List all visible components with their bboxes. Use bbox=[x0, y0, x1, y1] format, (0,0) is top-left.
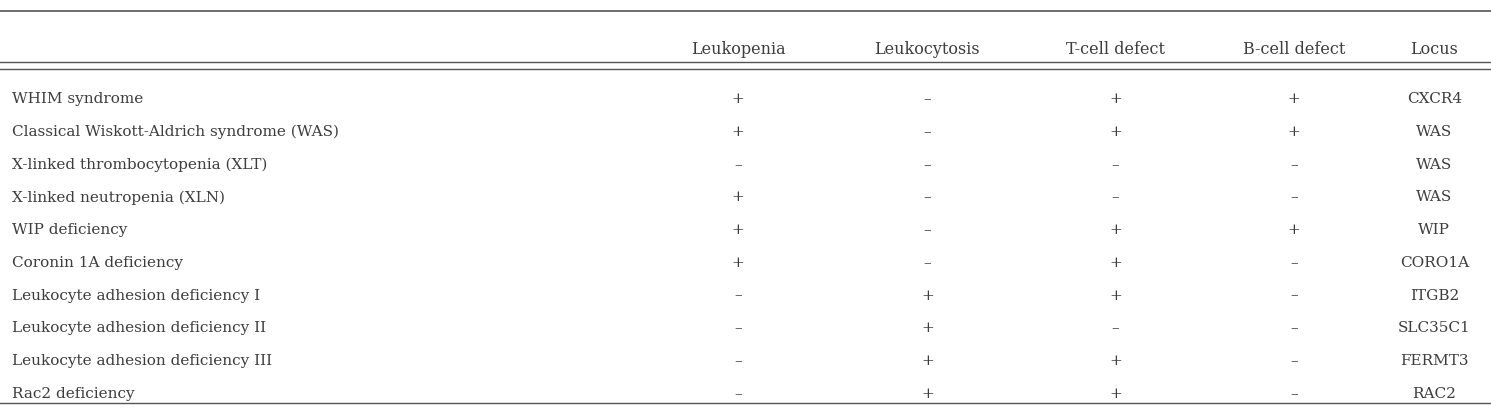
Text: Rac2 deficiency: Rac2 deficiency bbox=[12, 386, 134, 400]
Text: RAC2: RAC2 bbox=[1412, 386, 1457, 400]
Text: Leukocyte adhesion deficiency I: Leukocyte adhesion deficiency I bbox=[12, 288, 259, 302]
Text: Coronin 1A deficiency: Coronin 1A deficiency bbox=[12, 255, 183, 269]
Text: CORO1A: CORO1A bbox=[1400, 255, 1469, 269]
Text: –: – bbox=[734, 157, 743, 171]
Text: –: – bbox=[1290, 288, 1299, 302]
Text: +: + bbox=[732, 255, 744, 269]
Text: +: + bbox=[1109, 223, 1121, 237]
Text: –: – bbox=[1290, 157, 1299, 171]
Text: –: – bbox=[1290, 255, 1299, 269]
Text: WIP: WIP bbox=[1418, 223, 1451, 237]
Text: +: + bbox=[1109, 288, 1121, 302]
Text: –: – bbox=[923, 223, 932, 237]
Text: +: + bbox=[921, 320, 933, 335]
Text: –: – bbox=[734, 353, 743, 367]
Text: WAS: WAS bbox=[1416, 125, 1452, 139]
Text: –: – bbox=[1290, 190, 1299, 204]
Text: Classical Wiskott-Aldrich syndrome (WAS): Classical Wiskott-Aldrich syndrome (WAS) bbox=[12, 125, 338, 139]
Text: +: + bbox=[1109, 386, 1121, 400]
Text: WAS: WAS bbox=[1416, 157, 1452, 171]
Text: +: + bbox=[732, 125, 744, 139]
Text: WAS: WAS bbox=[1416, 190, 1452, 204]
Text: +: + bbox=[921, 386, 933, 400]
Text: B-cell defect: B-cell defect bbox=[1243, 41, 1345, 58]
Text: +: + bbox=[1288, 125, 1300, 139]
Text: –: – bbox=[1290, 320, 1299, 335]
Text: +: + bbox=[1109, 125, 1121, 139]
Text: +: + bbox=[921, 288, 933, 302]
Text: –: – bbox=[1111, 320, 1120, 335]
Text: X-linked neutropenia (XLN): X-linked neutropenia (XLN) bbox=[12, 190, 225, 204]
Text: –: – bbox=[1290, 353, 1299, 367]
Text: Leukocyte adhesion deficiency II: Leukocyte adhesion deficiency II bbox=[12, 320, 265, 335]
Text: –: – bbox=[734, 386, 743, 400]
Text: +: + bbox=[732, 223, 744, 237]
Text: +: + bbox=[921, 353, 933, 367]
Text: SLC35C1: SLC35C1 bbox=[1399, 320, 1470, 335]
Text: +: + bbox=[1109, 92, 1121, 106]
Text: WHIM syndrome: WHIM syndrome bbox=[12, 92, 143, 106]
Text: FERMT3: FERMT3 bbox=[1400, 353, 1469, 367]
Text: –: – bbox=[923, 190, 932, 204]
Text: –: – bbox=[923, 157, 932, 171]
Text: +: + bbox=[1109, 255, 1121, 269]
Text: –: – bbox=[1111, 157, 1120, 171]
Text: X-linked thrombocytopenia (XLT): X-linked thrombocytopenia (XLT) bbox=[12, 157, 267, 171]
Text: Leukopenia: Leukopenia bbox=[690, 41, 786, 58]
Text: T-cell defect: T-cell defect bbox=[1066, 41, 1164, 58]
Text: Leukocytosis: Leukocytosis bbox=[875, 41, 980, 58]
Text: CXCR4: CXCR4 bbox=[1408, 92, 1461, 106]
Text: Locus: Locus bbox=[1410, 41, 1458, 58]
Text: –: – bbox=[734, 288, 743, 302]
Text: –: – bbox=[923, 125, 932, 139]
Text: –: – bbox=[923, 92, 932, 106]
Text: +: + bbox=[1288, 223, 1300, 237]
Text: WIP deficiency: WIP deficiency bbox=[12, 223, 127, 237]
Text: +: + bbox=[1288, 92, 1300, 106]
Text: –: – bbox=[734, 320, 743, 335]
Text: +: + bbox=[732, 92, 744, 106]
Text: ITGB2: ITGB2 bbox=[1409, 288, 1460, 302]
Text: +: + bbox=[732, 190, 744, 204]
Text: –: – bbox=[1290, 386, 1299, 400]
Text: +: + bbox=[1109, 353, 1121, 367]
Text: –: – bbox=[1111, 190, 1120, 204]
Text: Leukocyte adhesion deficiency III: Leukocyte adhesion deficiency III bbox=[12, 353, 271, 367]
Text: –: – bbox=[923, 255, 932, 269]
